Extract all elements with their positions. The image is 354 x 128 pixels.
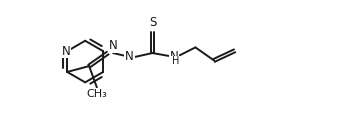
Text: H: H [172, 56, 179, 66]
Text: N: N [62, 45, 71, 58]
Text: N: N [125, 50, 134, 63]
Text: N: N [109, 39, 118, 52]
Text: S: S [149, 16, 156, 29]
Text: N: N [170, 50, 178, 63]
Text: CH₃: CH₃ [86, 89, 107, 99]
Text: H: H [127, 56, 135, 66]
